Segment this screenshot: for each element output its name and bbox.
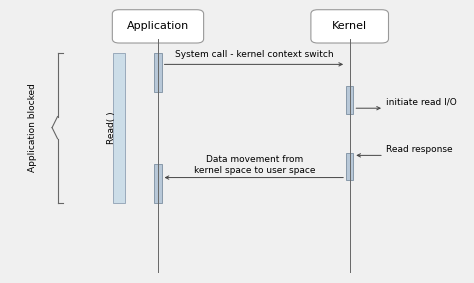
FancyBboxPatch shape [346, 153, 353, 180]
FancyBboxPatch shape [113, 53, 125, 203]
FancyBboxPatch shape [311, 10, 389, 43]
Text: Data movement from
kernel space to user space: Data movement from kernel space to user … [194, 155, 316, 175]
Text: initiate read I/O: initiate read I/O [386, 98, 457, 107]
Text: Application: Application [127, 21, 189, 31]
FancyBboxPatch shape [346, 86, 353, 114]
FancyBboxPatch shape [112, 10, 204, 43]
Text: System call - kernel context switch: System call - kernel context switch [175, 50, 334, 59]
Text: Kernel: Kernel [332, 21, 367, 31]
FancyBboxPatch shape [155, 53, 162, 92]
FancyBboxPatch shape [155, 164, 162, 203]
Text: Read( ): Read( ) [108, 111, 117, 144]
Text: Read response: Read response [386, 145, 453, 154]
Text: Application blocked: Application blocked [28, 83, 37, 172]
